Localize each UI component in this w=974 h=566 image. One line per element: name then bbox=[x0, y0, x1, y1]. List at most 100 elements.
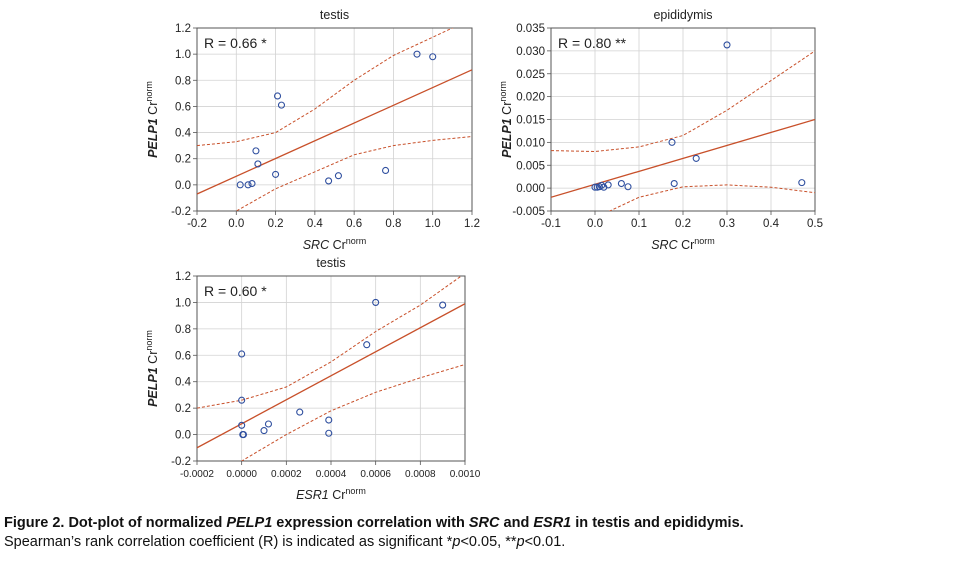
data-point bbox=[265, 421, 271, 427]
y-tick-label: 0.2 bbox=[175, 154, 191, 166]
data-point bbox=[297, 409, 303, 415]
chart-panel-2: -0.1 0.0 0.1 0.2 0.3 0.4 0.5 -0.005 0.000 0.005 0.… bbox=[498, 8, 823, 252]
data-point bbox=[261, 428, 267, 434]
caption-text-run: in testis and epididymis. bbox=[571, 515, 743, 531]
y-tick-label: 0.025 bbox=[516, 69, 545, 81]
figure-panels: -0.2 0.0 0.2 0.4 0.6 0.8 1.0 1.2 -0.2 0.0 0.2 0.4 0.… bbox=[0, 0, 974, 500]
x-axis-label-sup: norm bbox=[694, 236, 715, 246]
x-axis-label-main: Cr bbox=[678, 238, 695, 252]
y-axis-label-main: Cr bbox=[146, 351, 160, 368]
caption-line-2: Spearman’s rank correlation coefficient … bbox=[4, 533, 964, 552]
x-tick-label: 0.5 bbox=[807, 218, 823, 230]
caption-text-run: Figure 2. Dot-plot of normalized bbox=[4, 515, 226, 531]
caption-text-run: Spearman’s rank correlation coefficient … bbox=[4, 534, 452, 550]
caption-text-run: SRC bbox=[469, 515, 500, 531]
caption-text-run: <0.05, ** bbox=[460, 534, 516, 550]
caption-text-run: expression correlation with bbox=[272, 515, 469, 531]
x-tick-label: 0.4 bbox=[763, 218, 780, 230]
y-tick-label: 0.0 bbox=[175, 180, 191, 192]
data-point bbox=[253, 148, 259, 154]
data-point bbox=[693, 155, 699, 161]
correlation-annotation: R = 0.60 * bbox=[204, 283, 267, 299]
x-tick-label: 0.8 bbox=[385, 218, 401, 230]
plot-frame bbox=[197, 28, 472, 211]
regression-line bbox=[197, 70, 472, 194]
data-point bbox=[799, 180, 805, 186]
y-tick-label: 0.010 bbox=[516, 137, 545, 149]
x-tick-label: -0.2 bbox=[187, 218, 207, 230]
x-tick-label: 0.0000 bbox=[226, 469, 257, 480]
caption-text-run: <0.01. bbox=[525, 534, 566, 550]
x-tick-label: 0.1 bbox=[631, 218, 647, 230]
y-tick-label: 0.2 bbox=[175, 403, 191, 415]
x-axis-label: SRC Crnorm bbox=[651, 236, 715, 252]
caption-text-run: and bbox=[500, 515, 534, 531]
caption-text-run: ESR1 bbox=[533, 515, 571, 531]
y-axis-label-gene: PELP1 bbox=[146, 367, 160, 407]
data-point bbox=[618, 181, 624, 187]
x-axis-label-gene: SRC bbox=[651, 238, 678, 252]
chart-panel-3: -0.0002 0.0000 0.0002 0.0004 0.0006 0.0008 0.0… bbox=[144, 256, 481, 500]
data-point bbox=[383, 167, 389, 173]
y-tick-label: 1.0 bbox=[175, 49, 191, 61]
x-tick-label: 1.0 bbox=[425, 218, 441, 230]
caption-text-run: p bbox=[517, 534, 525, 550]
y-axis-label: PELP1 Crnorm bbox=[144, 330, 160, 407]
data-point bbox=[364, 342, 370, 348]
x-axis-label-main: Cr bbox=[329, 488, 346, 500]
x-tick-label: 0.2 bbox=[268, 218, 284, 230]
x-tick-label: -0.1 bbox=[541, 218, 561, 230]
figure-caption: Figure 2. Dot-plot of normalized PELP1 e… bbox=[4, 514, 964, 552]
y-tick-label: -0.005 bbox=[512, 206, 545, 218]
y-axis-label-main: Cr bbox=[146, 102, 160, 119]
y-tick-label: 0.8 bbox=[175, 75, 191, 87]
y-axis-label-sup: norm bbox=[144, 81, 154, 102]
x-tick-label: 0.3 bbox=[719, 218, 735, 230]
y-tick-label: 1.2 bbox=[175, 271, 191, 283]
panel-title: epididymis bbox=[653, 8, 712, 22]
y-tick-label: 0.000 bbox=[516, 183, 545, 195]
x-tick-label: 0.0004 bbox=[316, 469, 347, 480]
x-tick-label: -0.0002 bbox=[180, 469, 214, 480]
y-tick-label: 0.6 bbox=[175, 350, 191, 362]
y-tick-label: 0.035 bbox=[516, 23, 545, 35]
y-tick-label: 0.6 bbox=[175, 101, 191, 113]
x-axis-label-sup: norm bbox=[345, 486, 366, 496]
x-axis-label: ESR1 Crnorm bbox=[296, 486, 366, 500]
x-tick-label: 0.0006 bbox=[360, 469, 391, 480]
x-tick-label: 0.0 bbox=[228, 218, 244, 230]
data-point bbox=[249, 181, 255, 187]
x-axis-label-gene: ESR1 bbox=[296, 488, 329, 500]
x-tick-label: 0.0010 bbox=[450, 469, 481, 480]
x-tick-label: 0.0 bbox=[587, 218, 603, 230]
caption-line-1: Figure 2. Dot-plot of normalized PELP1 e… bbox=[4, 514, 964, 533]
x-tick-label: 1.2 bbox=[464, 218, 480, 230]
y-tick-label: 0.0 bbox=[175, 430, 191, 442]
plot-data-area bbox=[197, 19, 472, 241]
y-axis-label-main: Cr bbox=[500, 102, 514, 119]
x-axis-label-main: Cr bbox=[329, 238, 346, 252]
y-tick-label: 0.030 bbox=[516, 46, 545, 58]
x-axis-label-gene: SRC bbox=[303, 238, 330, 252]
panel-title: testis bbox=[316, 256, 345, 270]
y-tick-label: 0.8 bbox=[175, 324, 191, 336]
y-tick-label: 0.4 bbox=[175, 128, 192, 140]
data-point bbox=[278, 102, 284, 108]
data-point bbox=[671, 181, 677, 187]
y-axis-label: PELP1 Crnorm bbox=[144, 81, 160, 158]
correlation-annotation: R = 0.66 * bbox=[204, 35, 267, 51]
data-point bbox=[326, 178, 332, 184]
y-tick-label: 1.0 bbox=[175, 297, 191, 309]
caption-text-run: PELP1 bbox=[226, 515, 272, 531]
x-tick-label: 0.4 bbox=[307, 218, 324, 230]
y-axis-label: PELP1 Crnorm bbox=[498, 81, 514, 158]
y-tick-label: -0.2 bbox=[171, 206, 191, 218]
y-axis-label-gene: PELP1 bbox=[500, 118, 514, 158]
correlation-annotation: R = 0.80 ** bbox=[558, 35, 627, 51]
panel-title: testis bbox=[320, 8, 349, 22]
y-tick-label: -0.2 bbox=[171, 456, 191, 468]
chart-panel-1: -0.2 0.0 0.2 0.4 0.6 0.8 1.0 1.2 -0.2 0.0 0.2 0.4 0.… bbox=[144, 8, 480, 252]
data-point bbox=[440, 302, 446, 308]
y-axis-label-sup: norm bbox=[144, 330, 154, 351]
y-axis-label-sup: norm bbox=[498, 81, 508, 102]
